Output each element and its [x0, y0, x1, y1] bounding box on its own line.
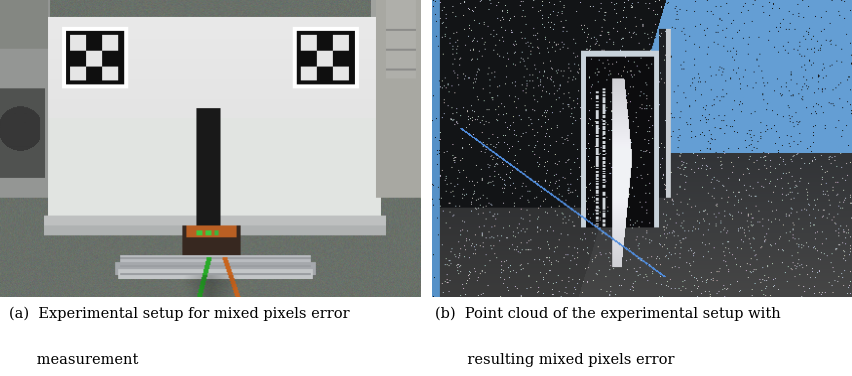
Text: measurement: measurement	[9, 353, 138, 367]
Text: resulting mixed pixels error: resulting mixed pixels error	[435, 353, 674, 367]
Text: (b)  Point cloud of the experimental setup with: (b) Point cloud of the experimental setu…	[435, 306, 780, 321]
Text: (a)  Experimental setup for mixed pixels error: (a) Experimental setup for mixed pixels …	[9, 306, 349, 321]
